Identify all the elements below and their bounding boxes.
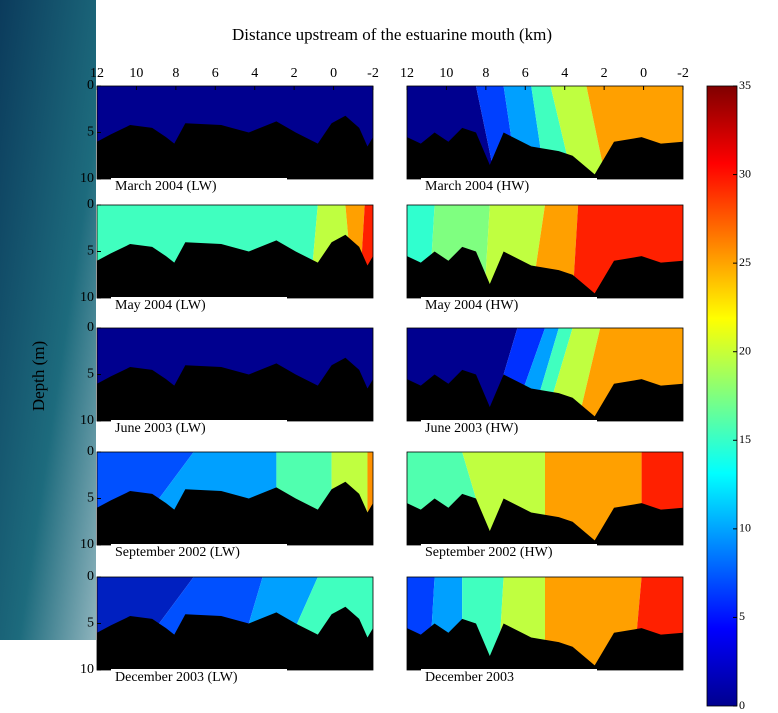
y-tick-label: 10	[80, 662, 94, 677]
colorbar-tick-label: 20	[739, 343, 751, 357]
x-tick-label: 8	[172, 66, 179, 81]
bathymetry	[407, 618, 683, 670]
panel-label-bg	[421, 297, 597, 317]
x-tick-label: -2	[367, 66, 379, 81]
panel-label-bg	[421, 420, 597, 440]
panel-label-bg	[421, 178, 597, 198]
bathymetry	[407, 246, 683, 298]
colorbar-tick-label: 35	[739, 78, 751, 92]
x-tick-label: 12	[400, 66, 414, 81]
bathymetry	[97, 481, 373, 545]
x-tick-label: -2	[677, 66, 689, 81]
y-tick-label: 0	[87, 569, 94, 584]
x-tick-label: 0	[330, 66, 337, 81]
x-tick-label: 2	[601, 66, 608, 81]
panel-label: September 2002 (LW)	[115, 545, 240, 560]
bathymetry	[407, 493, 683, 545]
colorbar-tick-label: 10	[739, 521, 751, 535]
y-tick-label: 10	[80, 171, 94, 186]
panel-label: December 2003 (LW)	[115, 670, 238, 685]
colorbar-tick-label: 30	[739, 166, 751, 180]
bathymetry	[407, 369, 683, 421]
y-tick-label: 5	[87, 616, 94, 631]
panel-label: March 2004 (LW)	[115, 179, 217, 194]
panel-label-bg	[111, 544, 287, 564]
colorbar-tick-label: 0	[739, 698, 745, 712]
colorbar-tick-label: 25	[739, 255, 751, 269]
slide-background	[0, 0, 96, 640]
chart-title: Distance upstream of the estuarine mouth…	[232, 25, 552, 44]
panel-label-bg	[421, 669, 597, 689]
panel-label: May 2004 (HW)	[425, 298, 519, 313]
y-tick-label: 0	[87, 197, 94, 212]
y-tick-label: 5	[87, 367, 94, 382]
panel-label-bg	[111, 297, 287, 317]
colorbar-tick-label: 5	[739, 609, 745, 623]
x-tick-label: 10	[439, 66, 453, 81]
panel-label-bg	[111, 669, 287, 689]
x-tick-label: 2	[291, 66, 298, 81]
x-tick-label: 8	[482, 66, 489, 81]
y-tick-label: 10	[80, 290, 94, 305]
panel-label: September 2002 (HW)	[425, 545, 553, 560]
bathymetry	[97, 357, 373, 421]
panel-label: December 2003	[425, 670, 514, 685]
bathymetry	[407, 127, 683, 179]
y-tick-label: 10	[80, 537, 94, 552]
x-tick-label: 4	[251, 66, 258, 81]
panel-label-bg	[111, 178, 287, 198]
y-tick-label: 0	[87, 444, 94, 459]
panel-label: May 2004 (LW)	[115, 298, 206, 313]
colorbar	[706, 85, 738, 707]
panel-label-bg	[421, 544, 597, 564]
bathymetry	[97, 234, 373, 298]
panel-label: March 2004 (HW)	[425, 179, 530, 194]
y-tick-label: 5	[87, 491, 94, 506]
panel-label-bg	[111, 420, 287, 440]
y-tick-label: 5	[87, 125, 94, 140]
x-tick-label: 10	[129, 66, 143, 81]
contour-band	[550, 86, 606, 179]
y-axis-label: Depth (m)	[29, 341, 48, 411]
panel-label: June 2003 (HW)	[425, 421, 519, 436]
x-tick-label: 6	[212, 66, 219, 81]
y-tick-label: 0	[87, 320, 94, 335]
bathymetry	[97, 115, 373, 179]
y-tick-label: 0	[87, 78, 94, 93]
x-tick-label: 4	[561, 66, 568, 81]
y-tick-label: 5	[87, 244, 94, 259]
bathymetry	[97, 606, 373, 670]
x-tick-label: 0	[640, 66, 647, 81]
panel-label: June 2003 (LW)	[115, 421, 206, 436]
colorbar-tick-label: 15	[739, 432, 751, 446]
y-tick-label: 10	[80, 413, 94, 428]
x-tick-label: 12	[90, 66, 104, 81]
x-tick-label: 6	[522, 66, 529, 81]
